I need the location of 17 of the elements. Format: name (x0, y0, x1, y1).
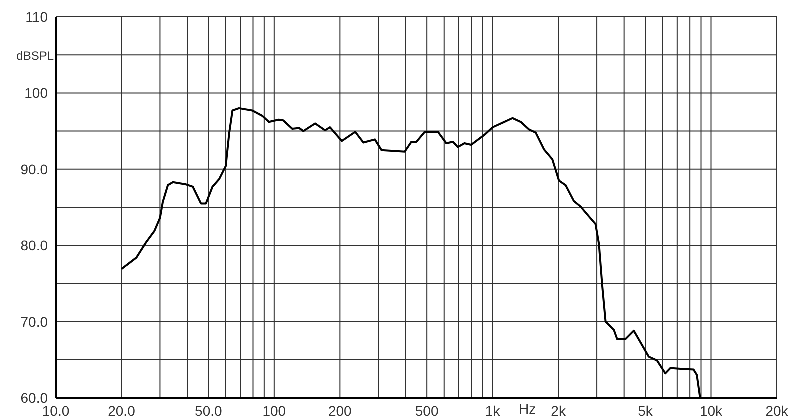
x-tick-label: 2k (551, 402, 567, 419)
y-tick-label: 90.0 (20, 161, 48, 178)
x-tick-label: 100 (262, 402, 286, 419)
y-tick-label: 80.0 (20, 238, 48, 254)
x-tick-label: 50.0 (195, 402, 223, 419)
y-tick-label: 110 (26, 8, 48, 25)
y-tick-label: 70.0 (20, 314, 48, 330)
x-tick-label: 1k (485, 402, 502, 419)
x-tick-label: 500 (415, 402, 439, 419)
x-tick-label: 20.0 (108, 402, 136, 419)
x-tick-label: 10k (700, 402, 724, 419)
x-tick-label: 20k (766, 402, 790, 419)
x-tick-label: 5k (638, 402, 654, 419)
x-axis-title: Hz (518, 401, 536, 417)
x-tick-label: 200 (328, 402, 352, 419)
y-axis-title: dBSPL (16, 49, 54, 64)
y-tick-label: 100 (24, 85, 48, 102)
